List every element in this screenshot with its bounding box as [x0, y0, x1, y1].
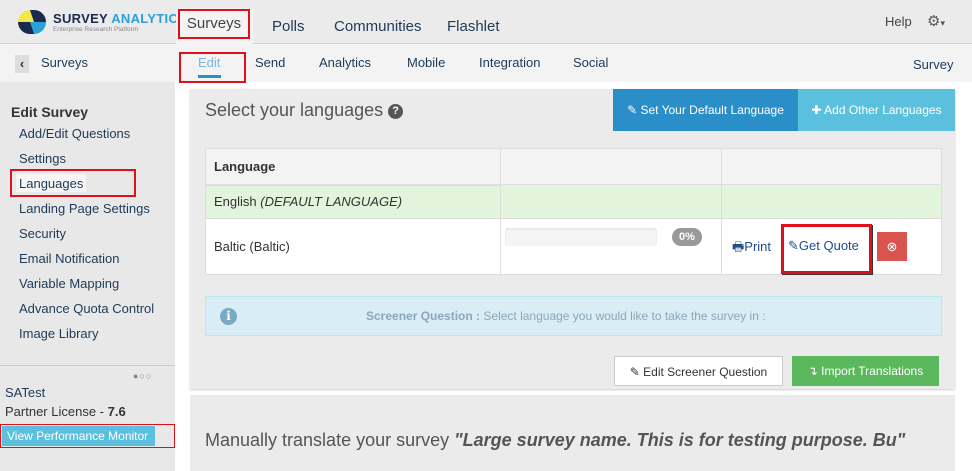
sidebar-item-image-library[interactable]: Image Library: [19, 326, 99, 341]
subtab-send[interactable]: Send: [255, 55, 286, 70]
sidebar: [0, 82, 175, 471]
table-row: Baltic (Baltic) 0% 🖶Print ✎Get Quote ⊗: [205, 218, 942, 275]
logo-icon: [16, 8, 48, 36]
progress-badge: 0%: [672, 228, 702, 246]
tab-polls[interactable]: Polls: [272, 18, 305, 35]
tab-communities[interactable]: Communities: [334, 18, 422, 35]
brand-name: SURVEY ANALYTICS: [53, 11, 188, 26]
edit-screener-question-button[interactable]: ✎ Edit Screener Question: [614, 356, 783, 386]
license-info: Partner License - 7.6: [5, 404, 126, 419]
screener-info-alert: [205, 296, 942, 336]
manual-translate-panel: [190, 395, 955, 471]
sidebar-item-landing-page-settings[interactable]: Landing Page Settings: [19, 201, 150, 216]
subtab-edit[interactable]: Edit: [198, 55, 221, 70]
edit-highlight: [179, 52, 246, 83]
active-item-bg: [16, 174, 86, 192]
add-other-languages-button[interactable]: ✚ Add Other Languages: [798, 89, 955, 131]
print-link[interactable]: 🖶Print: [732, 239, 772, 254]
sidebar-item-variable-mapping[interactable]: Variable Mapping: [19, 276, 120, 291]
sub-nav-bar: [0, 44, 972, 82]
sidebar-heading: Edit Survey: [11, 104, 89, 120]
help-icon[interactable]: ?: [388, 104, 404, 119]
subtab-mobile[interactable]: Mobile: [407, 55, 446, 70]
screener-info-text: Screener Question : Select language you …: [366, 309, 766, 323]
translation-progress-bar: [505, 228, 657, 246]
table-row: English (DEFAULT LANGUAGE): [205, 184, 942, 219]
top-bar: [0, 0, 972, 44]
sidebar-item-security[interactable]: Security: [19, 226, 66, 241]
user-name[interactable]: SATest: [5, 385, 46, 400]
get-quote-link[interactable]: ✎Get Quote: [788, 238, 859, 253]
languages-table: Language English (DEFAULT LANGUAGE) Balt…: [205, 148, 942, 275]
sidebar-item-advance-quota-control[interactable]: Advance Quota Control: [19, 301, 155, 316]
back-surveys-link[interactable]: Surveys: [41, 55, 88, 70]
language-cell: English (DEFAULT LANGUAGE): [205, 184, 501, 219]
back-chevron-icon[interactable]: ‹: [15, 55, 29, 73]
sidebar-item-languages[interactable]: Languages: [19, 176, 84, 191]
active-tab-underline: [198, 75, 221, 78]
manual-translate-title: Manually translate your survey "Large su…: [205, 430, 906, 450]
panel-title: Select your languages ?: [205, 100, 404, 121]
subtab-integration[interactable]: Integration: [479, 55, 541, 70]
subtab-analytics[interactable]: Analytics: [319, 55, 372, 70]
subtab-social[interactable]: Social: [573, 55, 609, 70]
column-header-language: Language: [205, 148, 501, 186]
help-link[interactable]: Help: [885, 14, 912, 29]
sidebar-item-email-notification[interactable]: Email Notification: [19, 251, 120, 266]
delete-language-button[interactable]: ⊗: [877, 232, 907, 261]
gear-icon[interactable]: ⚙▾: [927, 13, 945, 30]
import-translations-button[interactable]: ↴ Import Translations: [792, 356, 939, 386]
tab-surveys[interactable]: Surveys: [178, 9, 250, 39]
language-cell: Baltic (Baltic): [205, 218, 501, 275]
get-quote-highlight: [781, 224, 872, 274]
languages-highlight: [10, 169, 136, 197]
carousel-dots[interactable]: ●○○: [133, 371, 153, 381]
tab-flashlet[interactable]: Flashlet: [447, 18, 500, 35]
view-performance-monitor-button[interactable]: View Performance Monitor: [2, 426, 155, 446]
sidebar-item-settings[interactable]: Settings: [19, 151, 66, 166]
sidebar-divider: [0, 365, 175, 366]
brand-tagline: Enterprise Research Platform: [53, 26, 139, 33]
perf-highlight: [0, 424, 175, 448]
info-icon: i: [220, 308, 237, 325]
survey-label: Survey: [913, 57, 954, 72]
set-default-language-button[interactable]: ✎ Set Your Default Language: [613, 89, 798, 131]
sidebar-item-add-edit-questions[interactable]: Add/Edit Questions: [19, 126, 131, 141]
